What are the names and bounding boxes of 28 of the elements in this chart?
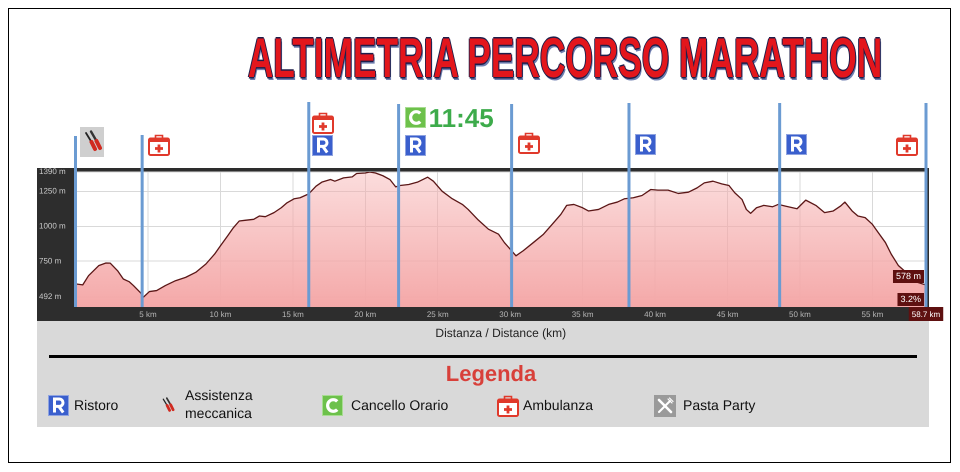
legend-title: Legenda <box>446 361 536 386</box>
text: Assistenza meccanica <box>185 386 254 422</box>
annotation: 3.2% <box>900 294 921 304</box>
y-tick-label: 1250 m <box>39 186 66 196</box>
x-tick-label: 58.7 km <box>912 310 941 320</box>
x-tick-label: 55 km <box>861 310 884 320</box>
x-tick-label: 40 km <box>644 310 666 320</box>
text: Ambulanza <box>523 396 594 414</box>
x-tick-label: 50 km <box>789 310 812 320</box>
y-tick-label: 750 m <box>39 256 62 266</box>
x-tick-label: 20 km <box>354 310 376 320</box>
x-tick-label: 45 km <box>716 310 739 320</box>
y-tick-label: 1390 m <box>39 167 66 176</box>
x-tick-label: 30 km <box>499 310 522 320</box>
x-tick-label: 5 km <box>139 310 157 320</box>
chart-title: ALTIMETRIA PERCORSO MARATHON <box>248 26 882 89</box>
annotation: 11:45 <box>428 103 494 134</box>
y-tick-label: 492 m <box>39 292 62 302</box>
y-tick-label: 1000 m <box>39 221 66 230</box>
x-tick-label: 10 km <box>209 310 232 320</box>
text: Cancello Orario <box>351 396 448 414</box>
x-axis-title: Distanza / Distance (km) <box>435 326 566 340</box>
x-tick-label: 35 km <box>572 310 594 320</box>
text: Pasta Party <box>683 396 756 414</box>
x-tick-label: 25 km <box>426 310 449 320</box>
x-tick-label: 15 km <box>282 310 304 320</box>
text: Ristoro <box>74 396 118 414</box>
data-label: 578 m <box>896 270 921 281</box>
